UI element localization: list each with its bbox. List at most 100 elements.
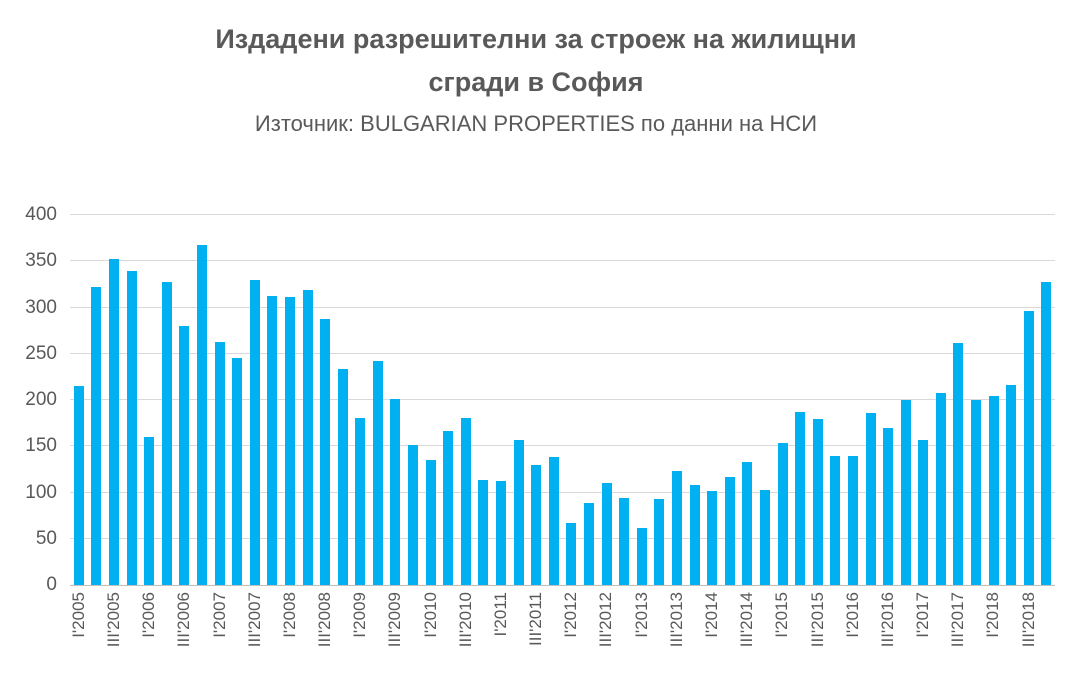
bar-slot [598,215,616,585]
x-tick-label: III'2008 [315,592,335,648]
bar-slot [809,215,827,585]
bar-IV'2011 [548,457,559,585]
x-tick-label: III'2016 [877,592,897,648]
bar-slot [123,215,141,585]
plot-area [70,214,1055,586]
x-tick-label: I'2005 [68,592,88,638]
bar-IV'2008 [337,369,348,585]
bar-slot [686,215,704,585]
chart-title-line-2: сгради в София [428,67,644,97]
bar-slot [316,215,334,585]
bar-slot [193,215,211,585]
x-tick-label: I'2018 [983,592,1003,638]
y-tick-label: 200 [25,389,57,410]
x-tick-label: I'2017 [913,592,933,638]
x-tick-label: I'2007 [209,592,229,638]
bar-slot [334,215,352,585]
bar-slot [140,215,158,585]
bar-slot [791,215,809,585]
bar-IV'2014 [759,489,770,585]
bar-I'2015 [777,442,788,585]
bar-slot [950,215,968,585]
bar-III'2005 [108,259,119,585]
bar-IV'2006 [196,244,207,585]
gridline [70,445,1055,447]
bar-slot [580,215,598,585]
bar-I'2010 [425,460,436,585]
x-tick-label: I'2006 [139,592,159,638]
bar-slot [158,215,176,585]
bar-slot [422,215,440,585]
y-tick-label: 350 [25,250,57,272]
bar-slot [228,215,246,585]
bar-IV'2016 [900,400,911,585]
bar-IV'2017 [971,400,982,585]
bar-slot [176,215,194,585]
y-tick-label: 400 [25,204,57,225]
x-tick-label: III'2015 [807,592,827,648]
y-tick-label: 150 [25,435,57,457]
x-tick-label: III'2005 [103,592,123,648]
bar-slot [211,215,229,585]
y-tick-label: 250 [25,342,57,364]
bar-I'2018 [988,396,999,585]
bar-III'2014 [742,461,753,585]
x-tick-label: III'2018 [1018,592,1038,648]
chart-title-line-1: Издадени разрешителни за строеж на жилищ… [215,24,857,54]
bar-IV'2018 [1041,281,1052,585]
gridline [70,214,1055,215]
gridline [70,352,1055,354]
bar-slot [756,215,774,585]
bar-slot [299,215,317,585]
bar-slot [475,215,493,585]
bar-I'2006 [144,437,155,585]
bar-slot [545,215,563,585]
bar-slot [439,215,457,585]
bar-slot [1038,215,1056,585]
bar-II'2016 [865,412,876,585]
x-tick-label: III'2014 [737,592,757,648]
bar-II'2009 [372,361,383,585]
bar-IV'2015 [830,455,841,585]
bar-slot [967,215,985,585]
bar-slot [651,215,669,585]
x-tick-label: I'2013 [631,592,651,638]
bar-III'2016 [883,427,894,585]
bar-III'2015 [812,418,823,585]
bar-III'2011 [531,464,542,585]
bar-slot [862,215,880,585]
x-tick-label: I'2008 [279,592,299,638]
bar-IV'2013 [689,485,700,585]
bar-I'2016 [847,455,858,585]
bar-slot [615,215,633,585]
bar-series [70,215,1055,585]
bar-slot [70,215,88,585]
bar-II'2015 [795,412,806,585]
chart-header: Издадени разрешителни за строеж на жилищ… [0,18,1072,138]
x-tick-label: I'2011 [490,592,510,637]
x-tick-label: III'2017 [948,592,968,648]
bar-III'2018 [1023,311,1034,585]
bar-I'2011 [496,481,507,585]
bar-I'2012 [566,523,577,585]
y-tick-label: 0 [46,574,57,595]
bar-III'2007 [249,279,260,585]
x-tick-label: I'2009 [350,592,370,638]
bar-slot [985,215,1003,585]
bar-IV'2007 [267,296,278,585]
bar-slot [88,215,106,585]
bar-slot [105,215,123,585]
x-tick-label: I'2015 [772,592,792,638]
bar-II'2014 [724,476,735,585]
bar-III'2008 [320,318,331,585]
bar-slot [739,215,757,585]
bar-III'2012 [601,483,612,585]
bar-slot [281,215,299,585]
bar-II'2007 [232,358,243,585]
bar-slot [369,215,387,585]
bar-slot [1002,215,1020,585]
gridline [70,260,1055,262]
bar-II'2010 [443,430,454,585]
bar-I'2008 [284,297,295,585]
bar-slot [404,215,422,585]
